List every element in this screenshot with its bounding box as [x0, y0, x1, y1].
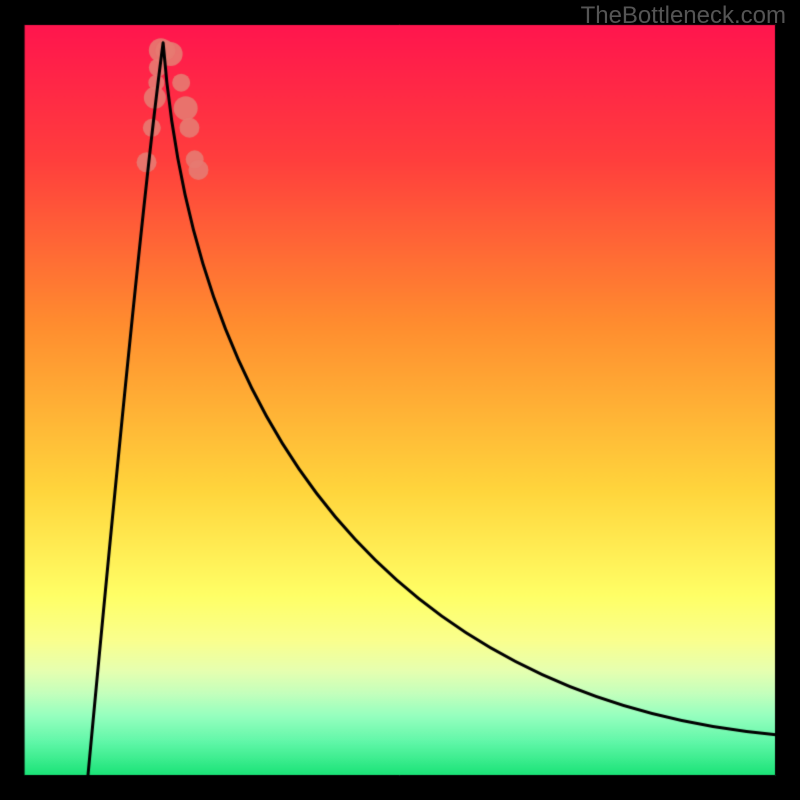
bottleneck-chart-canvas [0, 0, 800, 800]
chart-root: TheBottleneck.com [0, 0, 800, 800]
